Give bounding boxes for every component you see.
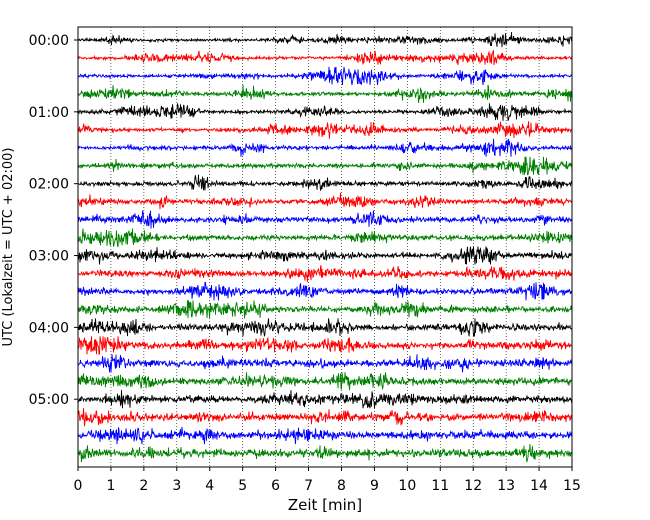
trace-0215 [77,192,573,210]
x-tick-label: 6 [271,478,280,494]
x-tick-label: 5 [238,478,247,494]
trace-0030 [77,66,573,85]
y-tick-label: 04:00 [29,320,69,336]
x-axis-title: Zeit [min] [288,496,362,514]
plot-frame [77,26,573,468]
trace-0315 [77,265,573,282]
trace-0230 [77,210,573,229]
trace-0430 [77,354,573,373]
trace-0345 [77,300,573,319]
trace-0100 [77,103,573,121]
trace-0145 [77,156,573,176]
x-tick-label: 11 [431,478,449,494]
trace-0130 [77,138,573,157]
y-tick-label: 01:00 [29,105,69,121]
x-tick-label: 12 [464,478,482,494]
trace-0330 [77,281,573,301]
x-axis-ticks: 0 1 2 3 4 5 6 7 8 9 10 11 12 13 14 15 [74,467,581,494]
x-tick-label: 14 [530,478,548,494]
trace-0445 [77,372,573,391]
y-tick-label: 03:00 [29,249,69,265]
trace-0530 [77,426,573,445]
y-axis-ticks: 00:00 01:00 02:00 03:00 04:00 05:00 [29,33,78,408]
y-axis-title: UTC (Lokalzeit = UTC + 02:00) [1,148,16,347]
x-tick-label: 9 [370,478,379,494]
x-tick-label: 13 [497,478,515,494]
trace-0045 [77,84,573,103]
trace-0000 [77,32,573,48]
trace-layer [77,32,573,463]
trace-0545 [77,444,573,463]
x-tick-label: 15 [563,478,581,494]
x-tick-label: 4 [205,478,214,494]
y-tick-label: 05:00 [29,392,69,408]
x-tick-label: 3 [172,478,181,494]
trace-0500 [77,390,573,409]
x-tick-label: 1 [106,478,115,494]
y-tick-label: 00:00 [29,33,69,49]
x-tick-label: 10 [398,478,416,494]
trace-0415 [77,336,573,355]
trace-0015 [77,49,573,66]
trace-0515 [77,408,573,427]
trace-0200 [77,174,573,192]
x-tick-label: 8 [337,478,346,494]
trace-0300 [77,246,573,265]
trace-0400 [77,318,573,337]
x-tick-label: 2 [139,478,148,494]
y-tick-label: 02:00 [29,177,69,193]
x-tick-label: 7 [304,478,313,494]
trace-0245 [77,228,573,248]
x-tick-label: 0 [74,478,83,494]
trace-0115 [77,121,573,139]
